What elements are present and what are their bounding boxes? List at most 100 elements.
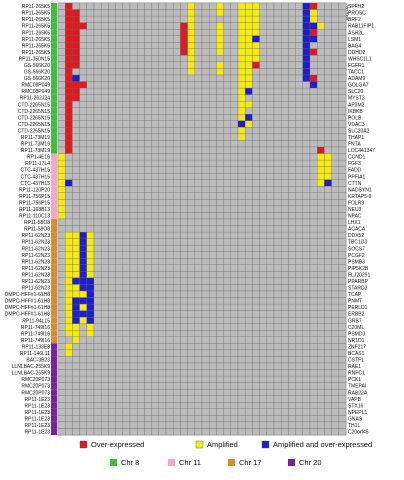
heatmap-cell: [187, 212, 195, 220]
heatmap-cell: [86, 395, 95, 403]
heatmap-cell: [72, 375, 80, 383]
heatmap-cell: [72, 140, 80, 148]
heatmap-cell: [216, 159, 224, 167]
heatmap-cell: [201, 127, 210, 135]
gene-label: CCND1: [348, 155, 365, 161]
heatmap-cell: [101, 264, 109, 272]
heatmap-cell: [259, 303, 267, 311]
heatmap-cell: [266, 205, 275, 213]
heatmap-cell: [129, 369, 138, 377]
heatmap-cell: [93, 94, 102, 102]
heatmap-cell: [151, 133, 159, 141]
heatmap-cell: [122, 251, 131, 259]
heatmap-cell: [230, 101, 239, 108]
heatmap-cell: [324, 271, 332, 279]
heatmap-cell: [108, 297, 116, 305]
heatmap-cell: [137, 173, 145, 180]
heatmap-cell: [288, 395, 296, 403]
heatmap-cell: [338, 369, 347, 377]
gene-label: STX16: [348, 403, 364, 409]
heatmap-cell: [93, 159, 102, 167]
heatmap-cell: [288, 101, 296, 108]
heatmap-cell: [79, 317, 87, 324]
heatmap-cell: [129, 87, 138, 95]
heatmap-cell: [201, 290, 210, 298]
heatmap-cell: [86, 356, 95, 364]
heatmap-cell: [86, 218, 95, 226]
heatmap-cell: [237, 231, 246, 239]
heatmap-cell: [302, 231, 311, 239]
heatmap-cell: [245, 382, 253, 390]
heatmap-cell: [216, 212, 224, 220]
heatmap-cell: [108, 421, 116, 429]
heatmap-cell: [93, 48, 102, 56]
heatmap-cell: [165, 402, 174, 409]
heatmap-cell: [158, 428, 167, 436]
heatmap-cell: [273, 356, 282, 364]
heatmap-cell: [309, 238, 318, 246]
heatmap-cell: [122, 402, 131, 409]
heatmap-cell: [302, 212, 311, 220]
heatmap-cell: [317, 120, 325, 128]
heatmap-cell: [259, 375, 267, 383]
heatmap-cell: [259, 330, 267, 337]
heatmap-cell: [194, 159, 203, 167]
heatmap-cell: [173, 22, 181, 30]
heatmap-cell: [209, 336, 217, 344]
heatmap-cell: [302, 290, 311, 298]
heatmap-cell: [317, 317, 325, 324]
heatmap-cell: [165, 415, 174, 423]
heatmap-cell: [331, 35, 339, 43]
heatmap-cell: [93, 153, 102, 161]
heatmap-cell: [209, 323, 217, 331]
gene-label: BCAS1: [348, 351, 365, 357]
heatmap-cell: [122, 9, 131, 17]
heatmap-cell: [273, 199, 282, 207]
heatmap-cell: [101, 114, 109, 121]
heatmap-cell: [151, 415, 159, 423]
heatmap-cell: [115, 330, 123, 337]
heatmap-cell: [108, 127, 116, 135]
heatmap-cell: [108, 29, 116, 36]
heatmap-cell: [187, 22, 195, 30]
heatmap-cell: [252, 330, 260, 337]
heatmap-cell: [266, 428, 275, 436]
heatmap-cell: [86, 369, 95, 377]
heatmap-cell: [187, 186, 195, 193]
heatmap-cell: [86, 55, 95, 63]
heatmap-cell: [245, 369, 253, 377]
heatmap-cell: [317, 114, 325, 121]
heatmap-cell: [252, 251, 260, 259]
heatmap-cell: [137, 421, 145, 429]
heatmap-cell: [230, 120, 239, 128]
heatmap-cell: [201, 107, 210, 115]
heatmap-cell: [266, 192, 275, 200]
heatmap-cell: [230, 87, 239, 95]
heatmap-cell: [115, 61, 123, 69]
heatmap-cell: [245, 408, 253, 416]
heatmap-cell: [288, 61, 296, 69]
heatmap-cell: [129, 42, 138, 49]
heatmap-cell: [187, 356, 195, 364]
heatmap-cell: [230, 369, 239, 377]
heatmap-cell: [223, 218, 231, 226]
heatmap-cell: [273, 428, 282, 436]
heatmap-cell: [165, 35, 174, 43]
heatmap-cell: [72, 153, 80, 161]
heatmap-cell: [187, 153, 195, 161]
heatmap-cell: [331, 369, 339, 377]
heatmap-cell: [187, 205, 195, 213]
heatmap-cell: [158, 166, 167, 174]
heatmap-cell: [266, 15, 275, 23]
heatmap-cell: [201, 205, 210, 213]
heatmap-cell: [129, 317, 138, 324]
heatmap-cell: [72, 61, 80, 69]
heatmap-cell: [266, 186, 275, 193]
heatmap-cell: [230, 303, 239, 311]
heatmap-cell: [65, 323, 73, 331]
heatmap-cell: [65, 212, 73, 220]
heatmap-cell: [165, 258, 174, 265]
heatmap-cell: [252, 415, 260, 423]
heatmap-cell: [295, 153, 303, 161]
heatmap-cell: [259, 35, 267, 43]
